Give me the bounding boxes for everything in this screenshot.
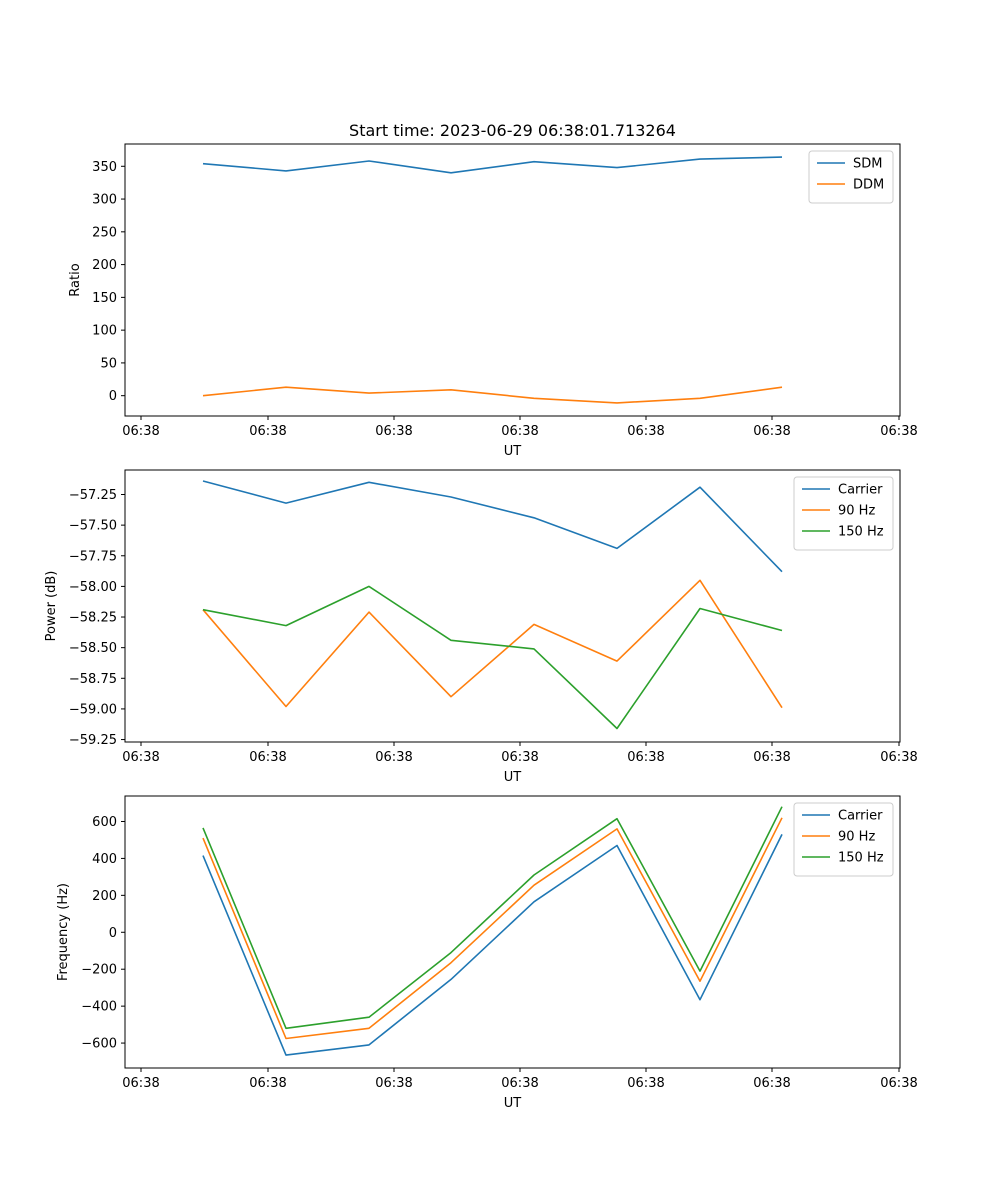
legend-label: Carrier: [838, 809, 883, 824]
y-tick-label: 200: [92, 258, 117, 273]
y-tick-label: −57.25: [69, 488, 117, 503]
y-tick-label: −58.50: [69, 641, 117, 656]
y-tick-label: 50: [100, 356, 117, 371]
legend-label: 90 Hz: [838, 830, 875, 845]
y-tick-label: −58.00: [69, 580, 117, 595]
series-line-150-hz: [202, 806, 783, 1030]
x-tick-label: 06:38: [753, 424, 790, 439]
y-tick-label: 300: [92, 193, 117, 208]
chart-title: Start time: 2023-06-29 06:38:01.713264: [349, 121, 676, 140]
legend-label: 150 Hz: [838, 851, 884, 866]
x-tick-label: 06:38: [753, 750, 790, 765]
y-axis-label: Power (dB): [44, 571, 59, 642]
x-tick-label: 06:38: [249, 1076, 286, 1091]
legend-label: SDM: [853, 157, 882, 172]
y-tick-label: −57.50: [69, 519, 117, 534]
x-tick-label: 06:38: [249, 750, 286, 765]
y-tick-label: 100: [92, 324, 117, 339]
y-axis-label: Frequency (Hz): [56, 883, 71, 981]
x-axis-label: UT: [504, 1096, 522, 1111]
chart-panel-2: 06:38 06:38 06:38 06:38 06:38 06:38 06:38 −57.2…: [44, 469, 918, 785]
series-line-sdm: [202, 156, 783, 174]
x-tick-label: 06:38: [375, 750, 412, 765]
y-tick-label: −59.00: [69, 702, 117, 717]
y-tick-label: −57.75: [69, 549, 117, 564]
x-tick-label: 06:38: [122, 1076, 159, 1091]
y-tick-label: −58.25: [69, 611, 117, 626]
series-line-90-hz: [202, 817, 783, 1040]
axes-frame: [124, 143, 901, 417]
legend-label: Carrier: [838, 483, 883, 498]
legend-label: 150 Hz: [838, 525, 884, 540]
x-tick-label: 06:38: [753, 1076, 790, 1091]
x-tick-label: 06:38: [122, 750, 159, 765]
series-line-90-hz: [202, 579, 783, 709]
x-tick-label: 06:38: [249, 424, 286, 439]
chart-panel-3: 06:38 06:38 06:38 06:38 06:38 06:38 06:38 −600 −…: [56, 795, 918, 1111]
y-tick-label: 150: [92, 291, 117, 306]
x-tick-label: 06:38: [627, 424, 664, 439]
y-tick-label: 0: [109, 926, 117, 941]
x-axis-label: UT: [504, 770, 522, 785]
x-tick-label: 06:38: [627, 1076, 664, 1091]
series-line-ddm: [202, 386, 783, 404]
y-tick-label: 250: [92, 225, 117, 240]
x-tick-label: 06:38: [880, 750, 917, 765]
legend-label: DDM: [853, 178, 884, 193]
y-tick-label: −400: [81, 1000, 117, 1015]
x-tick-label: 06:38: [627, 750, 664, 765]
y-tick-label: 600: [92, 815, 117, 830]
x-tick-label: 06:38: [501, 750, 538, 765]
chart-panel-1: 06:38 06:38 06:38 06:38 06:38 06:38 06:38 0 50 10…: [68, 143, 918, 459]
legend: Carrier 90 Hz 150 Hz: [793, 476, 894, 551]
legend: Carrier 90 Hz 150 Hz: [793, 802, 894, 877]
y-tick-label: 0: [109, 389, 117, 404]
y-tick-label: −58.75: [69, 672, 117, 687]
x-tick-label: 06:38: [375, 1076, 412, 1091]
series-line-150-hz: [202, 585, 783, 730]
panels: 06:38 06:38 06:38 06:38 06:38 06:38 06:38 0 50 10…: [44, 143, 918, 1111]
x-tick-label: 06:38: [375, 424, 412, 439]
y-tick-label: 200: [92, 889, 117, 904]
x-tick-label: 06:38: [501, 424, 538, 439]
legend-box: [808, 150, 894, 204]
y-tick-label: −200: [81, 963, 117, 978]
x-tick-label: 06:38: [122, 424, 159, 439]
x-tick-label: 06:38: [880, 424, 917, 439]
y-tick-label: −59.25: [69, 733, 117, 748]
y-tick-label: 400: [92, 852, 117, 867]
y-tick-label: 350: [92, 160, 117, 175]
legend: SDM DDM: [808, 150, 894, 204]
x-axis-label: UT: [504, 444, 522, 459]
x-tick-label: 06:38: [880, 1076, 917, 1091]
legend-label: 90 Hz: [838, 504, 875, 519]
x-tick-label: 06:38: [501, 1076, 538, 1091]
y-tick-label: −600: [81, 1037, 117, 1052]
y-axis-label: Ratio: [68, 263, 83, 296]
axes-frame: [124, 469, 901, 743]
series-line-carrier: [202, 834, 783, 1056]
series-line-carrier: [202, 480, 783, 573]
